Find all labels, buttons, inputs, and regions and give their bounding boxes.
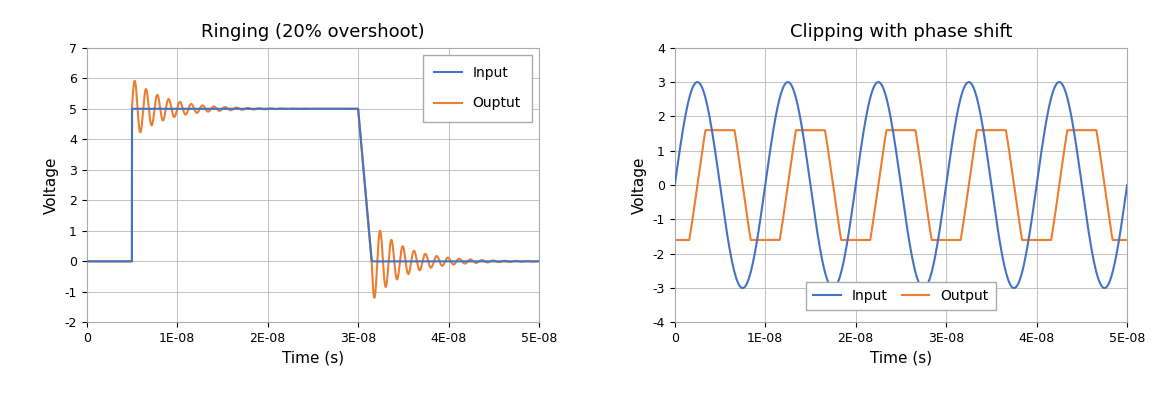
Output (695, 152, 709, 156)
Output (889, 128, 903, 133)
Input (889, 148, 903, 152)
Input (756, 195, 770, 200)
Ouptut (106, 259, 120, 264)
Title: Ringing (20% overshoot): Ringing (20% overshoot) (201, 23, 424, 41)
Output (1096, 173, 1110, 178)
Legend: Input, Output: Input, Output (806, 282, 995, 310)
Input (80, 259, 94, 264)
Input (301, 106, 314, 111)
Output (668, 238, 682, 242)
Ouptut (80, 259, 94, 264)
Line: Input: Input (87, 109, 539, 261)
Ouptut (82, 259, 96, 264)
X-axis label: Time (s): Time (s) (869, 351, 932, 366)
Legend: Input, Ouptut: Input, Ouptut (423, 55, 532, 122)
Output (698, 128, 712, 133)
Input (1097, 286, 1111, 291)
Input (695, 85, 709, 90)
X-axis label: Time (s): Time (s) (282, 351, 344, 366)
Ouptut (509, 259, 523, 263)
Input (125, 106, 139, 111)
Input (669, 168, 683, 173)
Input (532, 259, 546, 264)
Input (690, 80, 704, 84)
Ouptut (368, 295, 381, 300)
Line: Ouptut: Ouptut (87, 81, 539, 298)
Output (687, 210, 701, 215)
Input (98, 259, 112, 264)
Input (82, 259, 96, 264)
Ouptut (301, 106, 314, 111)
Input (687, 84, 701, 88)
Ouptut (532, 259, 546, 263)
Input (668, 183, 682, 187)
Line: Input: Input (675, 82, 1127, 288)
Input (1096, 285, 1110, 290)
Input (509, 259, 523, 264)
Input (169, 106, 183, 111)
Input (1120, 183, 1134, 187)
Output (1120, 238, 1134, 242)
Output (756, 238, 770, 242)
Line: Output: Output (675, 130, 1127, 240)
Output (669, 238, 683, 242)
Ouptut (98, 259, 112, 264)
Y-axis label: Voltage: Voltage (44, 156, 59, 214)
Title: Clipping with phase shift: Clipping with phase shift (790, 23, 1013, 41)
Y-axis label: Voltage: Voltage (632, 156, 647, 214)
Ouptut (169, 113, 183, 118)
Ouptut (127, 78, 141, 83)
Input (106, 259, 120, 264)
